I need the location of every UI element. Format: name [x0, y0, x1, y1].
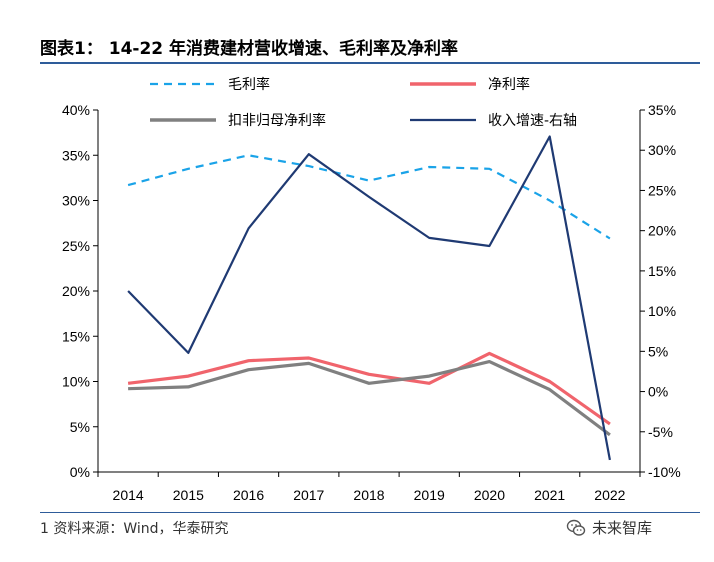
x-tick-label: 2019: [414, 487, 445, 503]
legend-label-4: 收入增速-右轴: [488, 113, 577, 129]
wechat-icon: [566, 519, 586, 536]
axes: 0% 5% 10% 15% 20% 25% 30% 35% 40% -10% -5% 0% 5% 10% 1…: [62, 102, 681, 503]
left-tick-label: 15%: [62, 328, 90, 344]
series-lines: [127, 135, 611, 461]
legend-label-1: 毛利率: [228, 76, 270, 93]
watermark-text: 未来智库: [592, 519, 653, 537]
right-tick-label: -5%: [648, 424, 673, 440]
x-tick-label: 2020: [474, 487, 505, 503]
x-tick-label: 2014: [113, 487, 144, 503]
series-line-4: [127, 135, 611, 461]
chart-title: 图表1： 14-22 年消费建材营收增速、毛利率及净利率: [40, 39, 459, 59]
left-tick-label: 40%: [62, 102, 90, 118]
series-line-3: [128, 360, 611, 437]
watermark: 未来智库: [566, 517, 652, 538]
title-divider: [40, 62, 700, 64]
x-tick-label: 2018: [353, 487, 384, 503]
legend-label-2: 净利率: [488, 76, 530, 93]
left-tick-label: 25%: [62, 238, 90, 254]
source-note: 1 资料来源：Wind，华泰研究: [40, 521, 229, 537]
right-tick-label: 25%: [648, 182, 676, 198]
right-tick-label: 20%: [648, 223, 676, 239]
right-tick-label: 35%: [648, 102, 676, 118]
x-tick-label: 2022: [594, 487, 625, 503]
left-tick-label: 35%: [62, 147, 90, 163]
footer-divider: [40, 512, 700, 513]
left-tick-label: 5%: [70, 419, 90, 435]
right-tick-label: 5%: [648, 343, 668, 359]
series-line-2: [127, 351, 611, 426]
right-tick-label: -10%: [648, 464, 681, 480]
x-tick-label: 2021: [534, 487, 565, 503]
right-tick-label: 30%: [648, 142, 676, 158]
right-tick-label: 10%: [648, 303, 676, 319]
left-tick-label: 30%: [62, 193, 90, 209]
right-tick-label: 15%: [648, 263, 676, 279]
right-tick-label: 0%: [648, 384, 668, 400]
x-tick-label: 2015: [173, 487, 204, 503]
legend-label-3: 扣非归母净利率: [228, 112, 326, 129]
left-tick-label: 10%: [62, 374, 90, 390]
left-tick-label: 20%: [62, 283, 90, 299]
x-tick-label: 2016: [233, 487, 264, 503]
x-tick-label: 2017: [293, 487, 324, 503]
left-tick-label: 0%: [70, 464, 90, 480]
